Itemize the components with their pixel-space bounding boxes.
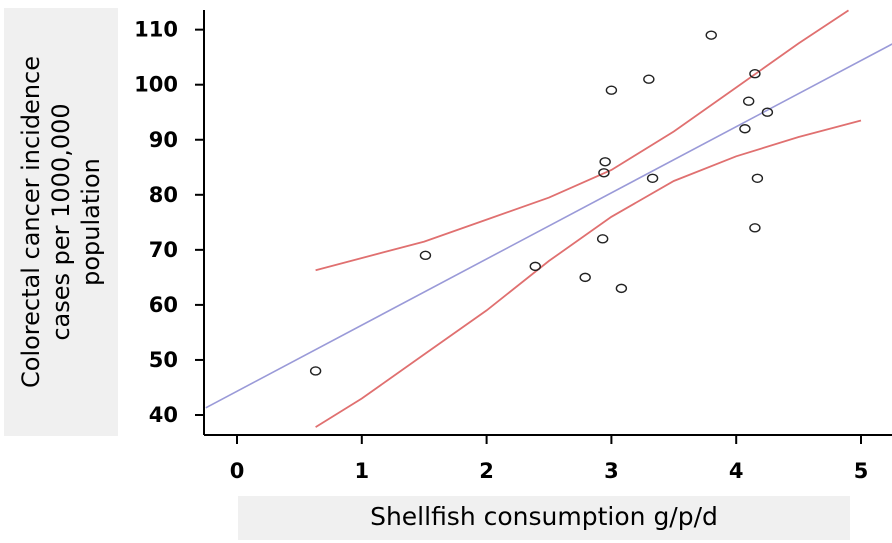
y-tick-label-100: 100 bbox=[134, 73, 178, 97]
data-point-2 bbox=[419, 250, 432, 261]
data-point-3 bbox=[529, 261, 541, 272]
data-point-5 bbox=[596, 234, 609, 244]
x-tick-label-0: 0 bbox=[230, 459, 245, 483]
y-tick-label-50: 50 bbox=[149, 348, 178, 372]
x-tick-label-5: 5 bbox=[854, 459, 869, 483]
x-tick-label-2: 2 bbox=[479, 459, 494, 483]
data-points bbox=[309, 30, 774, 376]
data-point-12 bbox=[705, 30, 717, 40]
data-point-11 bbox=[646, 173, 659, 183]
y-tick-label-70: 70 bbox=[149, 238, 178, 262]
data-point-8 bbox=[605, 85, 618, 95]
y-axis-label-background bbox=[4, 8, 118, 436]
data-point-18 bbox=[761, 107, 774, 117]
data-point-13 bbox=[739, 124, 751, 134]
x-axis-label-background: Shellfish consumption g/p/d bbox=[238, 496, 850, 540]
data-point-10 bbox=[643, 74, 655, 84]
data-point-9 bbox=[615, 283, 628, 294]
fit-lines bbox=[205, 9, 892, 428]
data-point-7 bbox=[599, 157, 611, 167]
data-point-4 bbox=[579, 272, 591, 283]
y-tick-label-80: 80 bbox=[149, 183, 178, 207]
confidence-band-upper bbox=[315, 9, 849, 272]
x-axis-label: Shellfish consumption g/p/d bbox=[370, 502, 718, 531]
data-point-16 bbox=[749, 223, 761, 233]
data-point-14 bbox=[742, 96, 755, 106]
regression-line bbox=[205, 43, 892, 409]
x-tick-label-3: 3 bbox=[604, 459, 619, 483]
data-point-6 bbox=[598, 168, 610, 178]
y-tick-label-90: 90 bbox=[149, 128, 178, 152]
y-tick-label-40: 40 bbox=[149, 403, 178, 427]
data-point-15 bbox=[749, 68, 761, 79]
axes: 40 50 60 70 80 90 100 110 0 1 2 3 4 5 bbox=[134, 10, 892, 483]
data-point-17 bbox=[751, 173, 764, 183]
data-point-1 bbox=[309, 366, 322, 376]
x-tick-label-1: 1 bbox=[354, 459, 369, 483]
confidence-band-lower bbox=[315, 119, 862, 428]
y-tick-label-110: 110 bbox=[134, 18, 178, 42]
y-tick-label-60: 60 bbox=[149, 293, 178, 317]
x-tick-label-4: 4 bbox=[729, 459, 744, 483]
